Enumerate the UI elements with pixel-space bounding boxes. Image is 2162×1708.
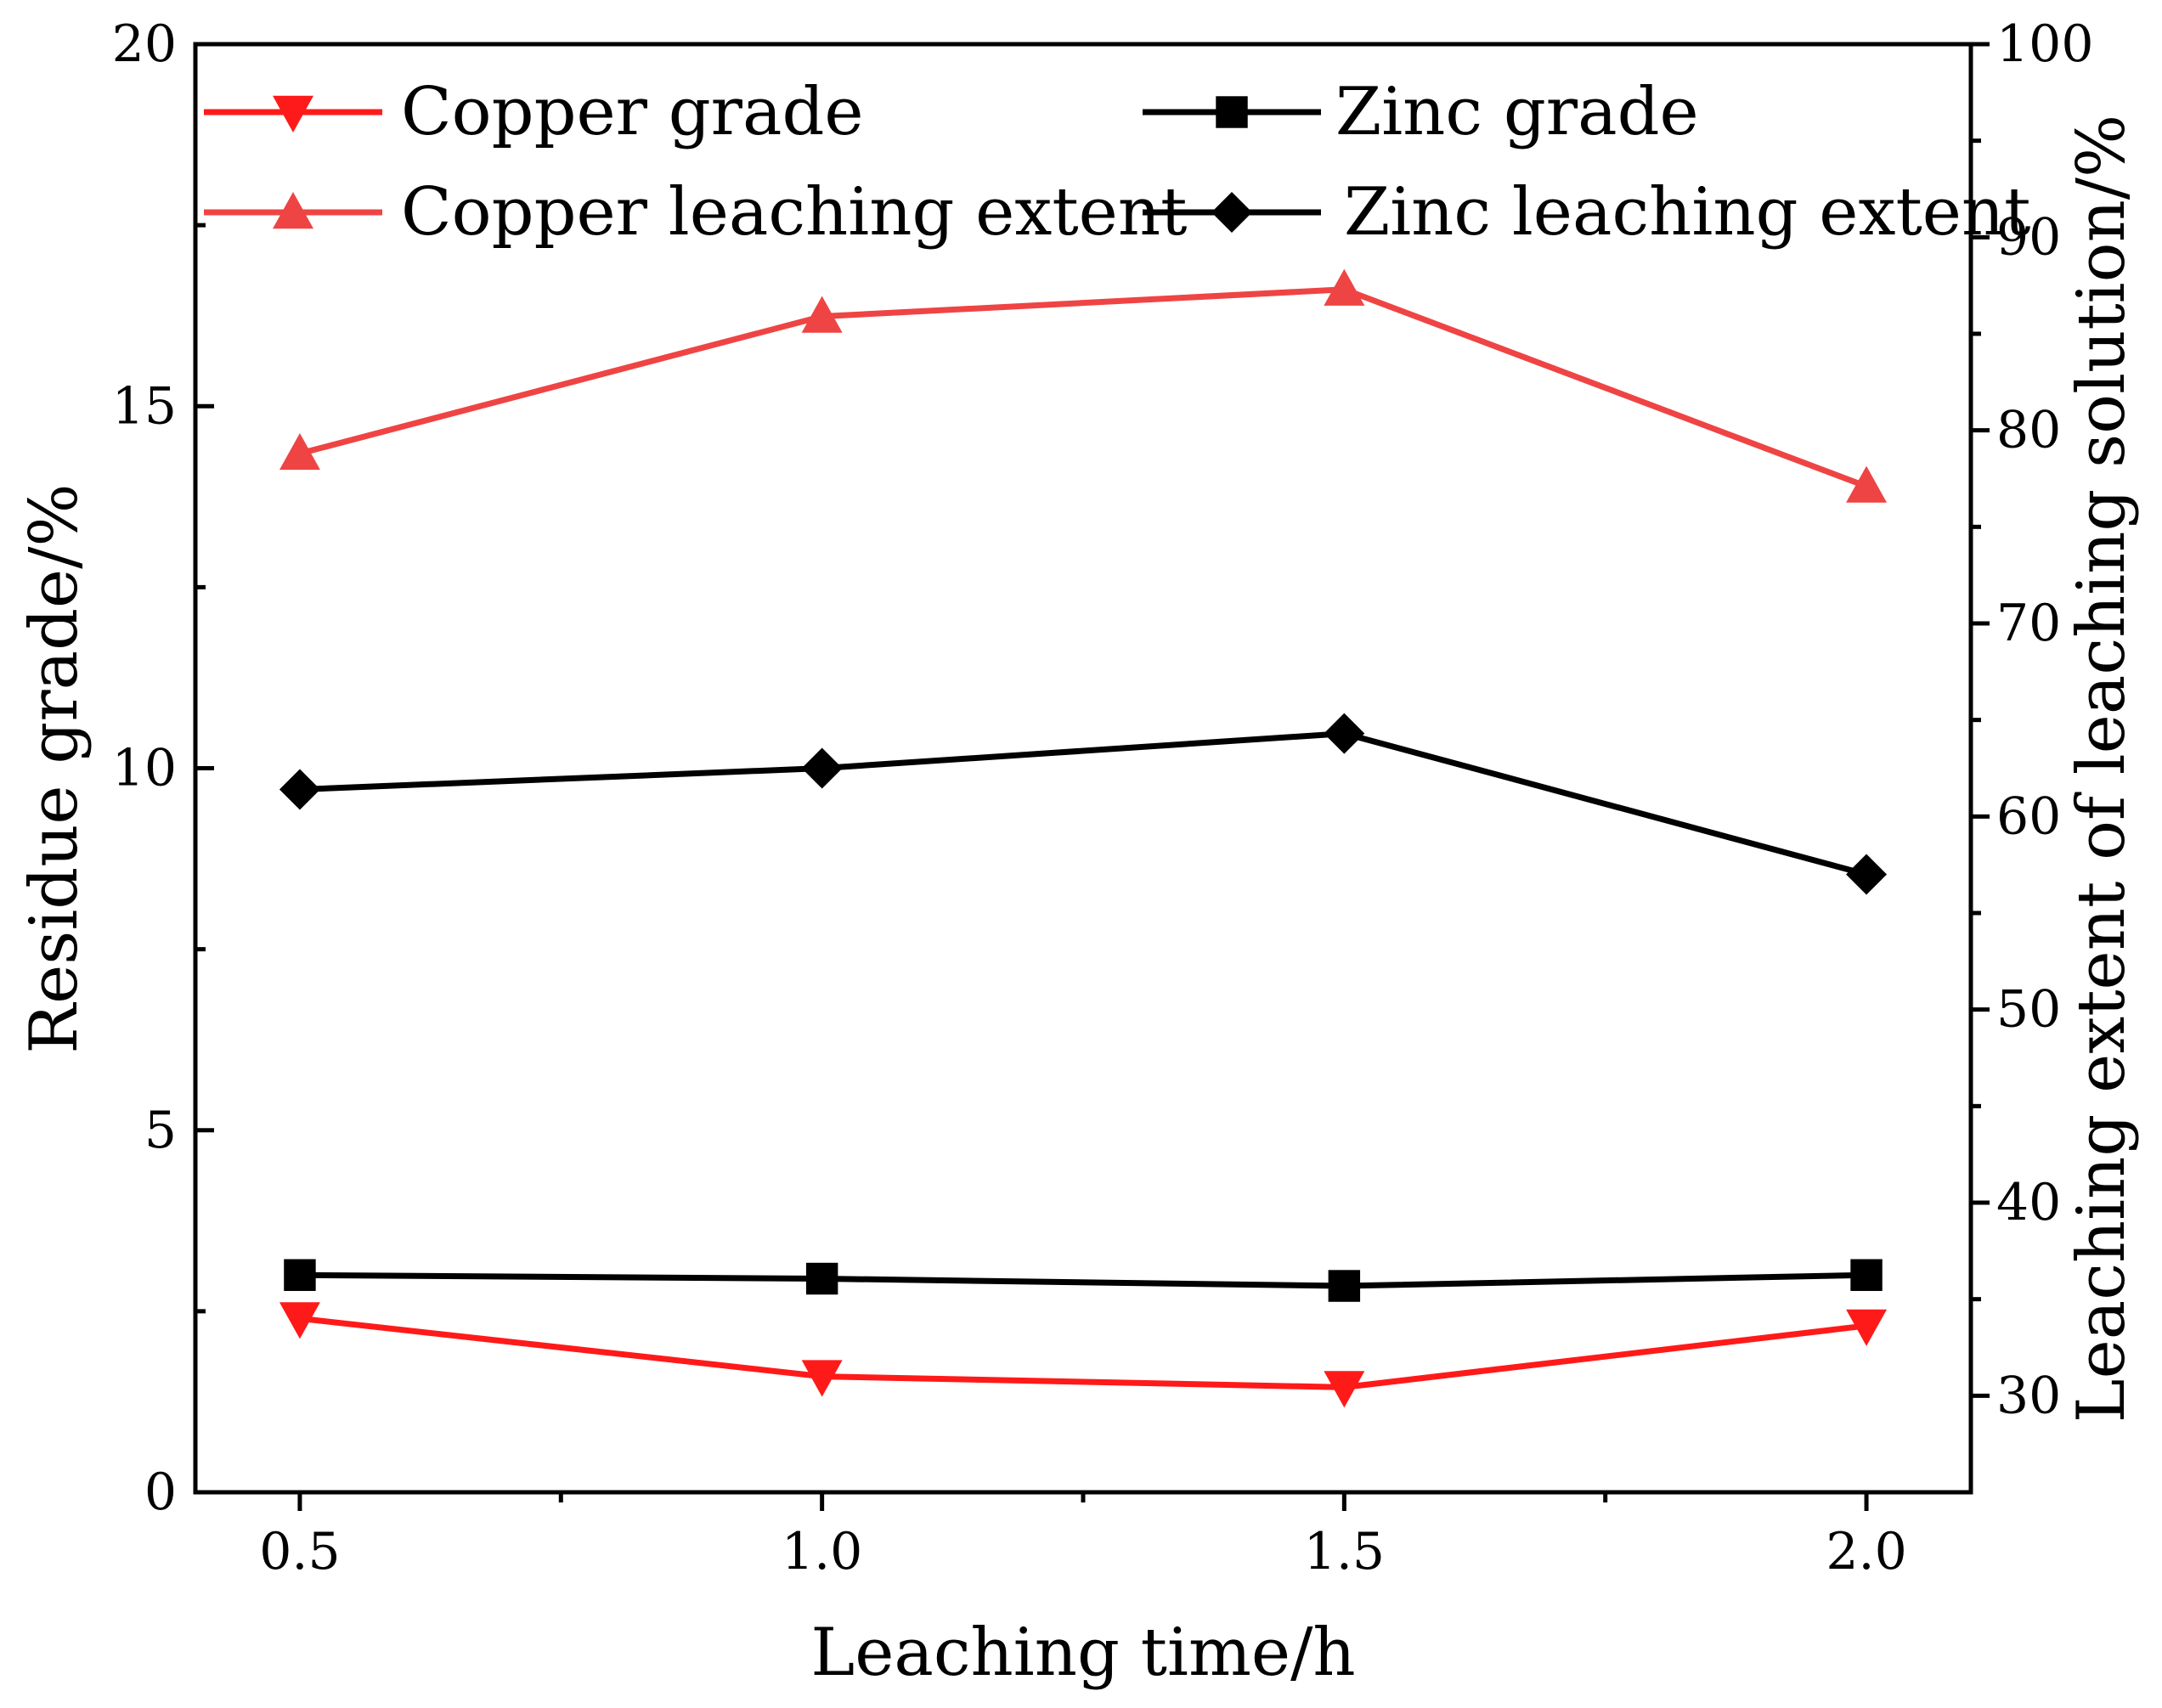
y-right-tick-label: 100	[1996, 14, 2094, 74]
legend-marker	[1211, 192, 1252, 233]
series-lines	[299, 286, 1868, 1390]
data-point	[279, 432, 320, 471]
y-right-tick-label: 50	[1996, 980, 2061, 1040]
data-point	[1328, 1270, 1361, 1302]
legend-label: Copper grade	[401, 74, 864, 150]
data-point	[1846, 1309, 1888, 1346]
x-tick-label: 0.5	[259, 1522, 340, 1581]
legend-marker	[273, 95, 313, 132]
y-right-tick-label: 70	[1996, 594, 2061, 653]
x-tick-label: 1.0	[782, 1522, 862, 1581]
series-line-0	[299, 1315, 1867, 1390]
legend-label: Copper leaching extent	[401, 174, 1187, 251]
data-point	[801, 296, 843, 333]
data-point	[1846, 854, 1888, 895]
data-point	[1846, 465, 1888, 503]
y-axis-right-title: Leaching extent of leaching solution/%	[2063, 115, 2140, 1423]
legend-marker	[273, 192, 313, 229]
axis-ticks	[195, 42, 1990, 1511]
legend-marker	[1216, 96, 1248, 128]
axis-tick-labels: 0.5 1.0 1.5 2.0 0 5 10 15 20 30 40 50 60 70 80 90 100	[112, 14, 2094, 1581]
x-axis-title: Leaching time/h	[810, 1615, 1355, 1691]
y-left-tick-label: 5	[144, 1101, 177, 1160]
y-left-tick-label: 20	[112, 14, 177, 74]
y-left-tick-label: 15	[112, 376, 177, 436]
legend-label: Zinc leaching extent	[1344, 174, 2031, 251]
legend-label: Zinc grade	[1335, 74, 1699, 150]
data-point	[1324, 713, 1365, 754]
data-point	[279, 1302, 320, 1339]
series-line-1	[299, 1271, 1867, 1289]
data-point	[284, 1259, 316, 1291]
data-point	[801, 747, 843, 789]
series-line-2	[299, 286, 1868, 489]
x-tick-label: 1.5	[1304, 1522, 1385, 1581]
data-point	[1850, 1259, 1883, 1291]
y-right-tick-label: 80	[1996, 401, 2061, 460]
x-tick-label: 2.0	[1826, 1522, 1906, 1581]
y-left-tick-label: 10	[112, 739, 177, 798]
y-right-tick-label: 60	[1996, 786, 2061, 846]
y-left-tick-label: 0	[144, 1463, 177, 1522]
data-point	[801, 1360, 843, 1397]
legend: Copper grade Zinc grade Copper leaching ex…	[204, 74, 2031, 251]
data-point	[1324, 1371, 1365, 1408]
data-markers	[279, 268, 1888, 1408]
y-right-tick-label: 30	[1996, 1366, 2061, 1425]
data-point	[1324, 268, 1365, 306]
data-point	[279, 769, 320, 810]
y-right-tick-label: 40	[1996, 1173, 2061, 1232]
y-right-tick-label: 90	[1996, 207, 2061, 267]
series-line-3	[299, 730, 1867, 877]
data-point	[805, 1262, 838, 1295]
y-axis-left-title: Residue grade/%	[16, 483, 93, 1053]
